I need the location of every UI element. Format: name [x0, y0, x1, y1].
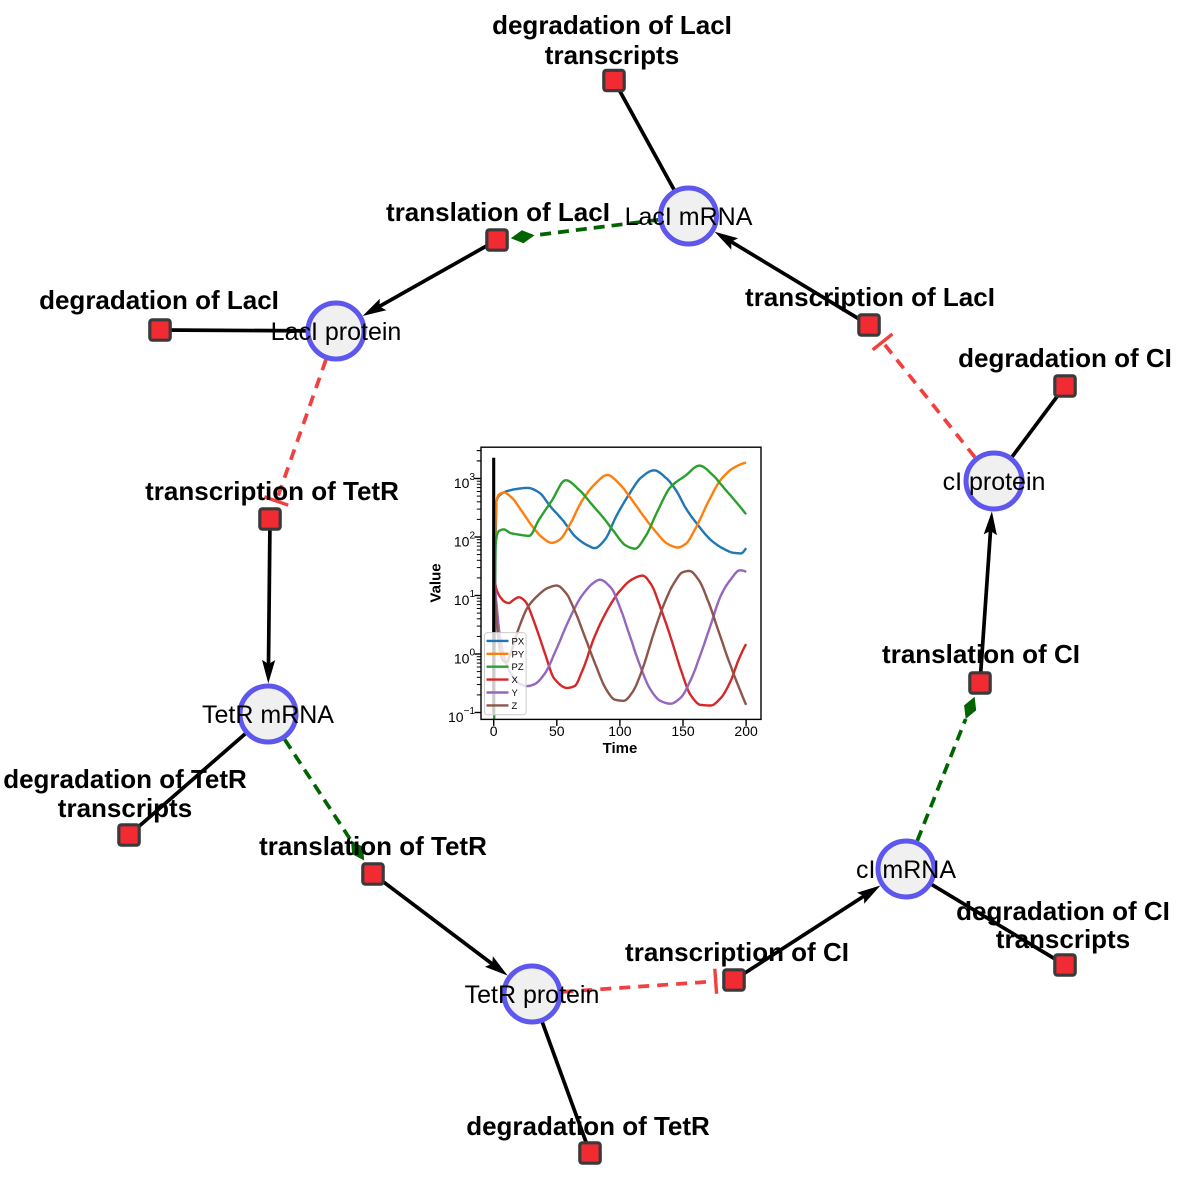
svg-text:transcripts: transcripts: [996, 924, 1130, 954]
svg-text:degradation of CI: degradation of CI: [958, 343, 1172, 373]
svg-text:Value: Value: [428, 563, 445, 602]
svg-text:transcription of LacI: transcription of LacI: [745, 282, 995, 312]
svg-text:LacI protein: LacI protein: [271, 318, 402, 346]
svg-text:PY: PY: [512, 649, 525, 660]
svg-text:200: 200: [734, 723, 758, 739]
svg-text:degradation of TetR: degradation of TetR: [466, 1111, 710, 1141]
svg-text:degradation of TetR: degradation of TetR: [3, 764, 247, 794]
svg-text:transcription of CI: transcription of CI: [625, 937, 849, 967]
svg-text:Z: Z: [512, 701, 518, 712]
svg-text:cI mRNA: cI mRNA: [856, 856, 956, 884]
svg-text:translation of TetR: translation of TetR: [259, 831, 487, 861]
svg-text:PZ: PZ: [512, 662, 524, 673]
svg-text:degradation of CI: degradation of CI: [956, 896, 1170, 926]
svg-text:TetR mRNA: TetR mRNA: [202, 701, 334, 729]
svg-text:0: 0: [490, 723, 498, 739]
svg-text:PX: PX: [512, 636, 525, 647]
svg-text:LacI mRNA: LacI mRNA: [625, 203, 753, 231]
svg-text:X: X: [512, 675, 519, 686]
svg-text:Y: Y: [512, 688, 519, 699]
svg-text:cI protein: cI protein: [943, 468, 1046, 496]
svg-text:transcripts: transcripts: [58, 793, 192, 823]
svg-text:translation of CI: translation of CI: [882, 639, 1080, 669]
svg-text:translation of LacI: translation of LacI: [386, 197, 610, 227]
svg-text:transcripts: transcripts: [545, 40, 679, 70]
svg-text:transcription of TetR: transcription of TetR: [145, 476, 399, 506]
svg-text:Time: Time: [603, 740, 638, 757]
svg-text:degradation of LacI: degradation of LacI: [39, 285, 279, 315]
svg-text:100: 100: [608, 723, 632, 739]
svg-text:150: 150: [671, 723, 695, 739]
svg-text:50: 50: [549, 723, 565, 739]
svg-text:degradation of LacI: degradation of LacI: [492, 10, 732, 40]
svg-text:TetR protein: TetR protein: [465, 981, 600, 1009]
